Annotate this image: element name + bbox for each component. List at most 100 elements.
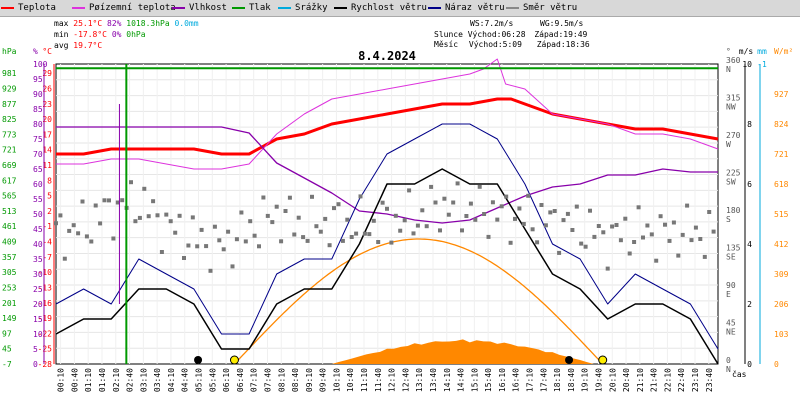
wind-direction-point [111,236,116,241]
wind-direction-point [658,214,663,219]
x-tick-label: 06:10 [222,368,231,392]
x-tick-label: 21:40 [650,368,659,392]
wind-direction-point [592,234,597,239]
wind-direction-point [654,258,659,263]
axis-tick-solar: 927 [774,90,789,99]
wind-direction-point [80,199,85,204]
axis-tick-wind: 2 [747,300,752,309]
axis-tick-temperature: 29 [42,69,52,78]
axis-tick-hpa: 513 [2,207,17,216]
wind-direction-point [473,217,478,222]
axis-tick-temperature: 11 [42,161,52,170]
stats-min-temp: -17.8°C [73,30,107,39]
axis-tick-hpa: 461 [2,222,17,231]
wind-direction-point [217,238,222,243]
legend-swatch [232,6,245,9]
wind-direction-point [279,239,284,244]
x-tick-label: 14:40 [457,368,466,392]
axis-title-direction: ° [726,47,731,56]
axis-tick-humidity: 60 [33,180,43,189]
stats-max-hum: 82% [107,19,122,28]
wind-direction-point [62,256,67,261]
legend-item-teplota: Teplota [1,3,56,13]
astro-sun-row: Slunce Východ:06:28 Západ:19:49 [434,30,587,39]
x-tick-label: 20:40 [622,368,631,392]
axis-tick-wind: 10 [742,60,752,69]
axis-tick-direction: 315 [726,94,741,103]
wind-direction-point [133,219,138,224]
wind-direction-point [433,200,438,205]
axis-tick-hpa: 565 [2,192,17,201]
wind-direction-point [212,224,217,229]
wind-direction-point [442,196,447,201]
wind-direction-point [605,266,610,271]
wind-direction-point [137,215,142,220]
wind-direction-point [358,194,363,199]
astro-moon-label: Měsíc [434,40,459,49]
wind-direction-point [327,243,332,248]
wind-direction-point [107,198,111,203]
wind-direction-point [129,180,133,185]
legend-label: Tlak [249,3,271,13]
wind-direction-point [614,223,619,227]
astro-moon-set: Západ:18:36 [536,40,590,49]
x-tick-label: 17:10 [526,368,535,392]
wind-direction-point [151,199,156,204]
wind-direction-point [98,221,103,226]
wind-direction-point [451,200,456,205]
axis-title-wind: m/s [739,47,754,56]
axis-tick-hpa: 773 [2,130,17,139]
axis-tick-wind: 0 [747,360,752,369]
wind-direction-point [195,244,200,249]
wind-direction-point [645,223,650,228]
stats-min-row: min -17.8°C 0% 0hPa [54,30,146,39]
wind-direction-point [305,238,310,243]
wind-direction-point [270,220,275,225]
legend-swatch [428,6,441,9]
axis-tick-direction: 180 [726,206,741,215]
x-tick-label: 18:10 [553,368,562,392]
wind-direction-point [389,240,394,245]
wind-direction-point [323,216,328,221]
legend-swatch [278,6,291,9]
wind-direction-point [486,234,491,239]
astro-ws: WS:7.2m/s [470,19,514,28]
legend-item-tlak: Tlak [232,3,271,13]
wind-direction-point [517,206,522,211]
axis-tick-wind: 6 [747,180,752,189]
wind-direction-point [508,240,513,245]
wind-direction-point [243,239,248,244]
x-tick-label: 16:40 [512,368,521,392]
wind-direction-point [468,201,473,206]
axis-tick-humidity: 85 [33,105,43,114]
x-tick-label: 14:10 [443,368,452,392]
wind-direction-point [287,195,292,200]
wind-direction-point [680,232,685,237]
axis-tick-temperature: 17 [42,130,52,139]
x-tick-label: 03:40 [153,368,162,392]
legend-label: Náraz větru [445,3,505,13]
legend-item-srazky: Srážky [278,3,328,13]
legend-swatch [72,6,85,9]
legend-label: Vlhkost [189,3,227,13]
wind-direction-point [539,203,544,207]
x-tick-label: 21:10 [636,368,645,392]
wind-direction-point [499,204,504,209]
wind-direction-point [318,229,323,234]
axis-tick-temperature: -25 [38,345,53,354]
wind-direction-point [173,230,178,235]
axis-tick-humidity: 10 [33,330,43,339]
wind-direction-point [446,212,451,217]
astro-wg: WG:9.5m/s [540,19,584,28]
wind-direction-point [583,244,588,249]
x-tick-label: 11:10 [360,368,369,392]
wind-direction-point [71,223,76,228]
axis-tick-direction-label: SW [726,178,736,187]
wind-direction-point [164,212,169,217]
axis-tick-direction: 270 [726,131,741,140]
wind-direction-point [199,227,204,232]
wind-direction-point [570,228,575,232]
axis-tick-direction: 0 [726,356,731,365]
wind-direction-point [257,244,261,249]
wind-direction-point [345,217,350,222]
